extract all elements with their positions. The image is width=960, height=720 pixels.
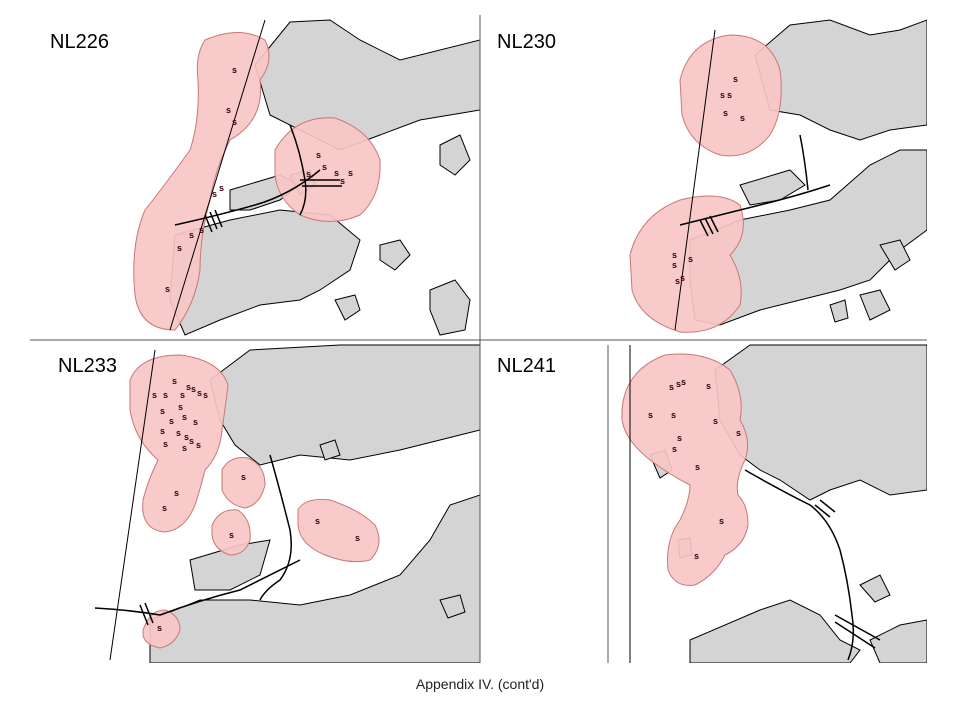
sighting-marker: s — [197, 388, 202, 398]
sighting-marker: s — [152, 390, 157, 400]
sighting-marker: s — [672, 260, 677, 270]
sighting-marker: s — [676, 379, 681, 389]
sighting-marker: s — [226, 105, 231, 115]
sighting-marker: s — [348, 168, 353, 178]
land-masses — [649, 344, 927, 663]
panel-label-nl241: NL241 — [497, 355, 556, 377]
sighting-marker: s — [669, 382, 674, 392]
sighting-marker: s — [688, 254, 693, 264]
sighting-marker: s — [191, 384, 196, 394]
sighting-marker: s — [671, 410, 676, 420]
sighting-marker: s — [723, 108, 728, 118]
sighting-marker: s — [180, 390, 185, 400]
sighting-marker: s — [157, 623, 162, 633]
sighting-marker: s — [182, 443, 187, 453]
sighting-marker: s — [232, 117, 237, 127]
survey-tracks — [629, 345, 881, 663]
sighting-marker: s — [727, 90, 732, 100]
sighting-marker: s — [160, 426, 165, 436]
survey-tracks — [94, 349, 301, 661]
sighting-marker: s — [199, 225, 204, 235]
map-panel-nl230: s s s s s s s s s s — [629, 19, 927, 333]
survey-tracks — [169, 19, 342, 331]
sighting-marker: s — [720, 90, 725, 100]
sighting-markers: s s s s s s s s s s s s s s s s s s s s … — [152, 376, 360, 633]
sighting-marker: s — [672, 250, 677, 260]
sighting-marker: s — [186, 382, 191, 392]
sighting-marker: s — [706, 381, 711, 391]
sighting-marker: s — [733, 74, 738, 84]
sighting-marker: s — [681, 377, 686, 387]
sighting-marker: s — [232, 65, 237, 75]
sighting-marker: s — [219, 183, 224, 193]
figure-caption: Appendix IV. (cont'd) — [415, 676, 545, 692]
panel-label-nl230: NL230 — [497, 31, 556, 53]
sighting-marker: s — [677, 433, 682, 443]
sighting-marker: s — [203, 390, 208, 400]
sighting-marker: s — [694, 551, 699, 561]
sighting-marker: s — [648, 410, 653, 420]
sighting-marker: s — [740, 113, 745, 123]
sighting-marker: s — [736, 428, 741, 438]
sighting-marker: s — [229, 530, 234, 540]
sighting-marker: s — [172, 376, 177, 386]
sighting-marker: s — [672, 444, 677, 454]
sighting-marker: s — [169, 416, 174, 426]
sighting-marker: s — [322, 162, 327, 172]
sighting-marker: s — [189, 230, 194, 240]
sighting-marker: s — [163, 439, 168, 449]
sighting-marker: s — [713, 416, 718, 426]
home-range-areas — [621, 353, 749, 586]
sighting-marker: s — [184, 432, 189, 442]
sighting-markers: s s s s s s s s s s s s s — [648, 377, 741, 561]
home-range-areas — [629, 34, 782, 333]
sighting-marker: s — [719, 516, 724, 526]
sighting-marker: s — [196, 440, 201, 450]
sighting-marker: s — [193, 417, 198, 427]
sighting-markers: s s s s s s s s s s s s s s s — [165, 65, 353, 294]
home-range-areas — [129, 354, 380, 649]
sighting-marker: s — [316, 150, 321, 160]
sighting-marker: s — [695, 462, 700, 472]
sighting-marker: s — [174, 488, 179, 498]
sighting-marker: s — [160, 406, 165, 416]
sighting-marker: s — [177, 243, 182, 253]
sighting-marker: s — [306, 169, 311, 179]
sighting-marker: s — [334, 168, 339, 178]
sighting-marker: s — [680, 273, 685, 283]
sighting-marker: s — [241, 472, 246, 482]
sighting-marker: s — [315, 516, 320, 526]
sighting-marker: s — [182, 412, 187, 422]
sighting-marker: s — [355, 533, 360, 543]
panel-label-nl226: NL226 — [50, 31, 109, 53]
sighting-marker: s — [340, 176, 345, 186]
sighting-marker: s — [189, 436, 194, 446]
sighting-marker: s — [176, 428, 181, 438]
sighting-marker: s — [163, 390, 168, 400]
sighting-marker: s — [178, 402, 183, 412]
sighting-marker: s — [165, 284, 170, 294]
panel-label-nl233: NL233 — [58, 355, 117, 377]
land-masses — [149, 344, 480, 663]
panel-dividers — [30, 15, 927, 663]
sighting-marker: s — [162, 503, 167, 513]
map-panel-nl226: s s s s s s s s s s s s s s s — [133, 19, 480, 336]
map-panel-nl241: s s s s s s s s s s s s s — [621, 344, 927, 663]
land-masses — [689, 19, 927, 326]
sighting-markers: s s s s s s s s s s — [672, 74, 745, 286]
home-range-areas — [133, 32, 381, 331]
land-masses — [169, 19, 480, 336]
sighting-marker: s — [675, 276, 680, 286]
map-panel-nl233: s s s s s s s s s s s s s s s s s s s s … — [94, 344, 480, 663]
survey-tracks — [674, 29, 831, 331]
sighting-marker: s — [212, 189, 217, 199]
